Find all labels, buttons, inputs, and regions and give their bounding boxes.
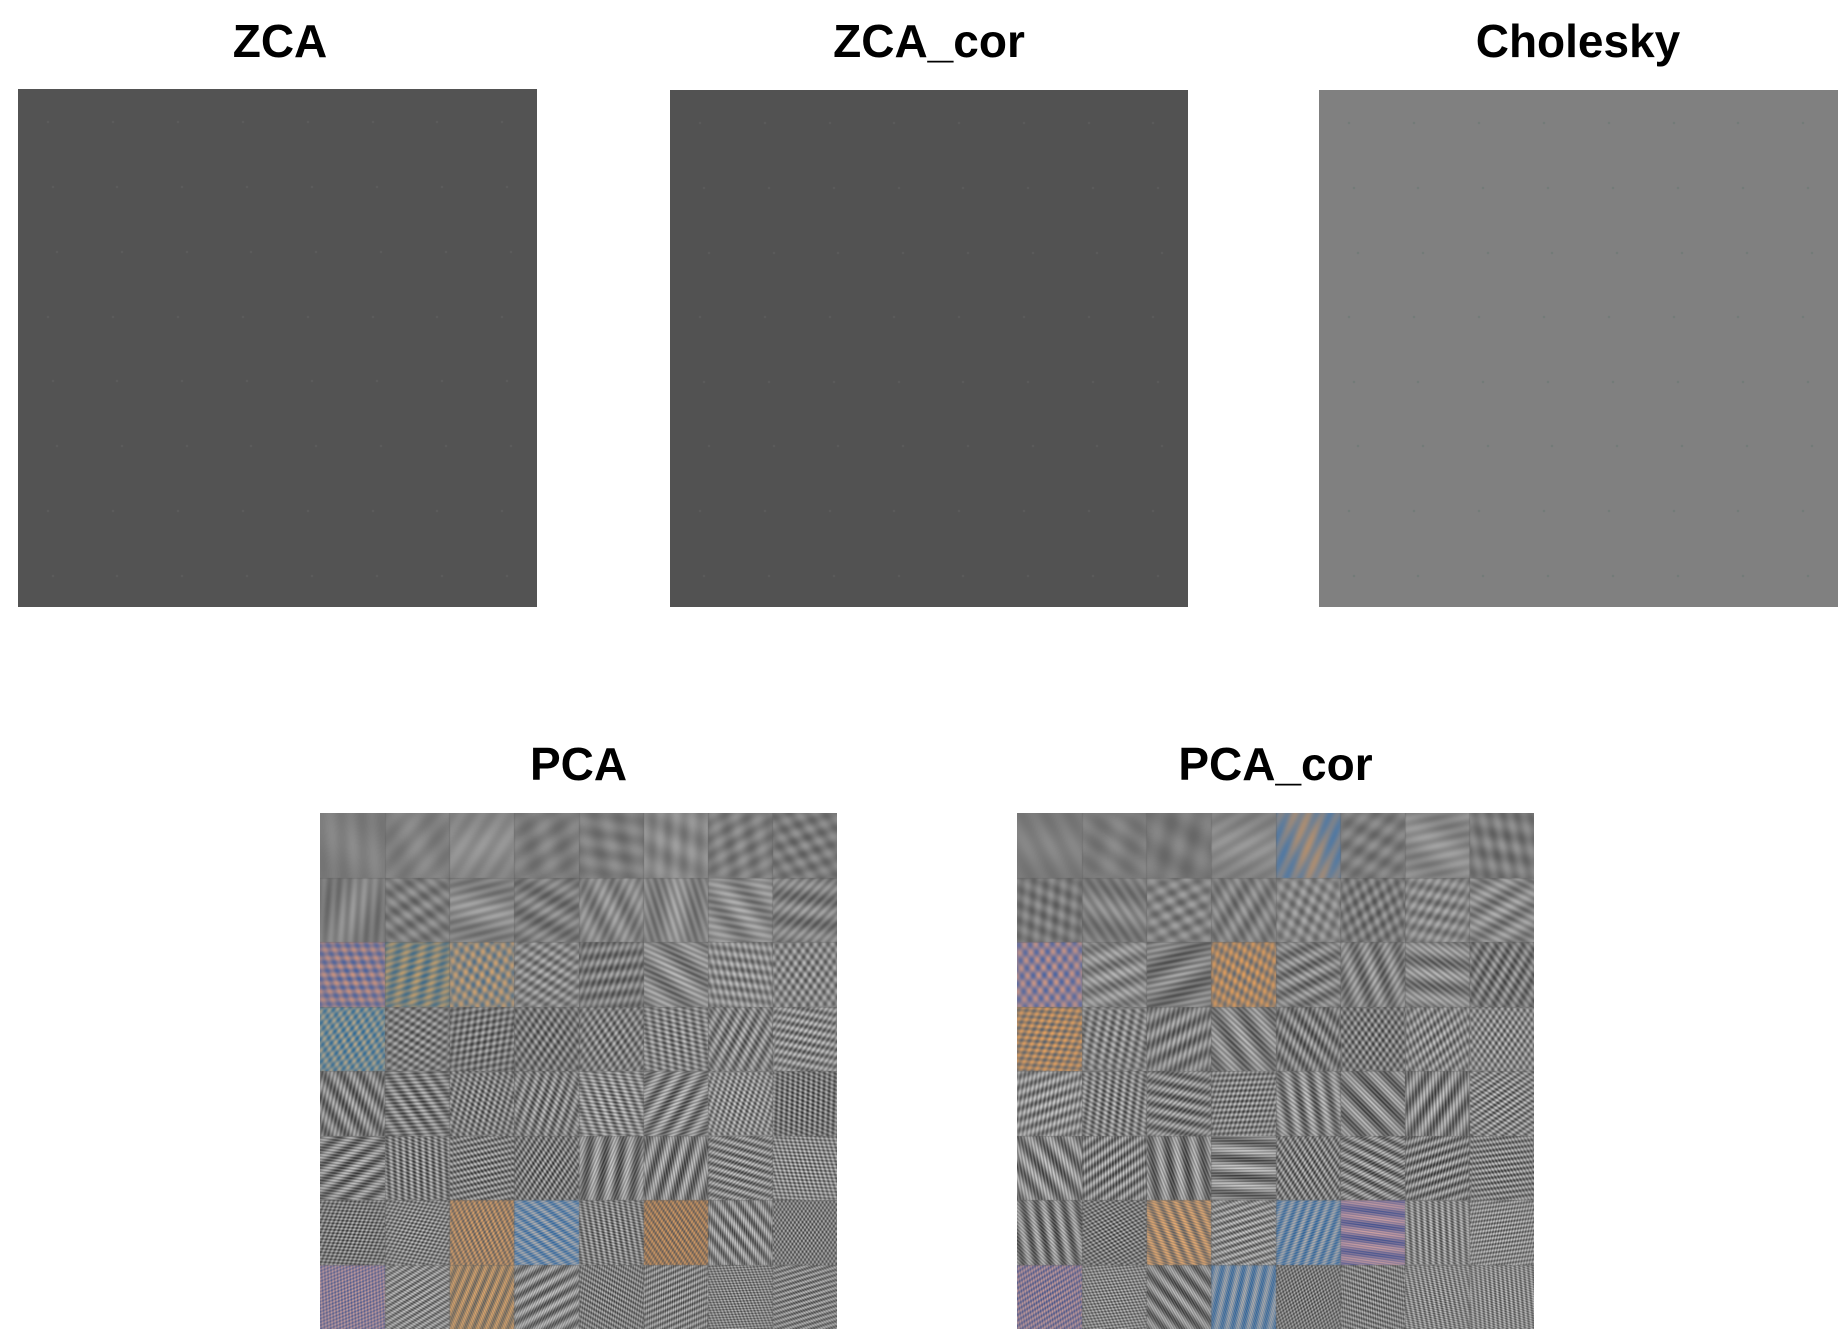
pca-cor-filter-grid [1017,813,1534,1329]
pca-filter-grid [320,813,837,1329]
panel-title-zca: ZCA [232,15,328,67]
panel-title-pca-cor: PCA_cor [1178,738,1373,790]
panel-title-pca: PCA [529,738,628,790]
pca-filter-image [320,813,837,1329]
zca-cor-filter-panel [670,90,1188,607]
zca-filter-panel [18,89,537,607]
zca-filter-image [18,89,537,607]
panel-title-cholesky: Cholesky [1475,15,1681,67]
panel-title-zca-cor: ZCA_cor [833,15,1025,67]
pca-cor-filter-image [1017,813,1534,1329]
cholesky-filter-panel [1319,90,1838,607]
zca-cor-filter-image [670,90,1188,607]
cholesky-filter-image [1319,90,1838,607]
